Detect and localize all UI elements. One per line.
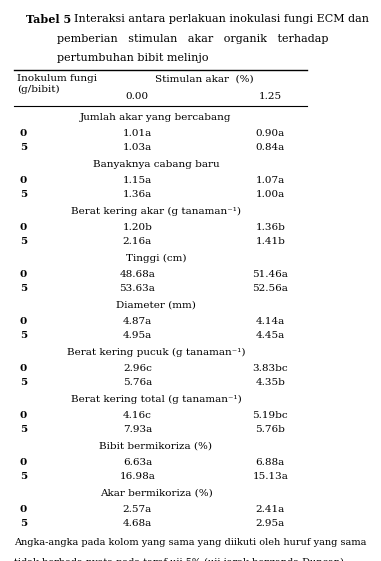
Text: 1.25: 1.25 — [259, 92, 282, 101]
Text: 5.19bc: 5.19bc — [253, 411, 288, 420]
Text: Inokulum fungi
(g/bibit): Inokulum fungi (g/bibit) — [17, 75, 97, 94]
Text: 1.36b: 1.36b — [255, 223, 285, 232]
Text: 1.00a: 1.00a — [256, 190, 285, 199]
Text: 5: 5 — [20, 190, 27, 199]
Text: 1.41b: 1.41b — [255, 237, 285, 246]
Text: pemberian   stimulan   akar   organik   terhadap: pemberian stimulan akar organik terhadap — [57, 34, 328, 44]
Text: 2.16a: 2.16a — [123, 237, 152, 246]
Text: 0: 0 — [20, 269, 27, 278]
Text: 1.07a: 1.07a — [256, 176, 285, 185]
Text: 0: 0 — [20, 316, 27, 325]
Text: 2.41a: 2.41a — [256, 504, 285, 513]
Text: 5.76a: 5.76a — [123, 378, 152, 387]
Text: 16.98a: 16.98a — [120, 472, 155, 481]
Text: Berat kering pucuk (g tanaman⁻¹): Berat kering pucuk (g tanaman⁻¹) — [67, 347, 245, 357]
Text: 0.84a: 0.84a — [256, 142, 285, 152]
Text: 6.88a: 6.88a — [256, 458, 285, 467]
Text: 1.36a: 1.36a — [123, 190, 152, 199]
Text: 5: 5 — [20, 519, 27, 528]
Text: 4.95a: 4.95a — [123, 331, 152, 340]
Text: 0: 0 — [20, 128, 27, 137]
Text: 2.96c: 2.96c — [123, 364, 152, 373]
Text: 0: 0 — [20, 176, 27, 185]
Text: 2.57a: 2.57a — [123, 504, 152, 513]
Text: Tinggi (cm): Tinggi (cm) — [126, 254, 186, 263]
Text: 4.68a: 4.68a — [123, 519, 152, 528]
Text: Bibit bermikoriza (%): Bibit bermikoriza (%) — [99, 442, 213, 450]
Text: 3.83bc: 3.83bc — [253, 364, 288, 373]
Text: 0.00: 0.00 — [126, 92, 149, 101]
Text: 0: 0 — [20, 223, 27, 232]
Text: 6.63a: 6.63a — [123, 458, 152, 467]
Text: 4.35b: 4.35b — [255, 378, 285, 387]
Text: 53.63a: 53.63a — [120, 284, 155, 293]
Text: 5: 5 — [20, 425, 27, 434]
Text: 0: 0 — [20, 504, 27, 513]
Text: Interaksi antara perlakuan inokulasi fungi ECM dan: Interaksi antara perlakuan inokulasi fun… — [74, 14, 369, 24]
Text: 2.95a: 2.95a — [256, 519, 285, 528]
Text: 5.76b: 5.76b — [255, 425, 285, 434]
Text: 1.01a: 1.01a — [123, 128, 152, 137]
Text: 52.56a: 52.56a — [252, 284, 288, 293]
Text: Angka-angka pada kolom yang sama yang diikuti oleh huruf yang sama: Angka-angka pada kolom yang sama yang di… — [14, 538, 366, 547]
Text: Berat kering akar (g tanaman⁻¹): Berat kering akar (g tanaman⁻¹) — [71, 206, 241, 215]
Text: Akar bermikoriza (%): Akar bermikoriza (%) — [99, 489, 212, 498]
Text: tidak berbeda nyata pada taraf uji 5% (uji jarak berganda Duncan).: tidak berbeda nyata pada taraf uji 5% (u… — [14, 558, 347, 561]
Text: 1.15a: 1.15a — [123, 176, 152, 185]
Text: Diameter (mm): Diameter (mm) — [116, 301, 196, 310]
Text: Banyaknya cabang baru: Banyaknya cabang baru — [93, 159, 219, 168]
Text: 4.16c: 4.16c — [123, 411, 152, 420]
Text: 1.20b: 1.20b — [122, 223, 152, 232]
Text: pertumbuhan bibit melinjo: pertumbuhan bibit melinjo — [57, 53, 208, 63]
Text: 0: 0 — [20, 458, 27, 467]
Text: 5: 5 — [20, 284, 27, 293]
Text: 0: 0 — [20, 364, 27, 373]
Text: 4.14a: 4.14a — [256, 316, 285, 325]
Text: 5: 5 — [20, 331, 27, 340]
Text: 4.45a: 4.45a — [256, 331, 285, 340]
Text: Tabel 5: Tabel 5 — [26, 14, 71, 25]
Text: 7.93a: 7.93a — [123, 425, 152, 434]
Text: 5: 5 — [20, 142, 27, 152]
Text: Jumlah akar yang bercabang: Jumlah akar yang bercabang — [80, 113, 232, 122]
Text: Berat kering total (g tanaman⁻¹): Berat kering total (g tanaman⁻¹) — [70, 394, 241, 404]
Text: 48.68a: 48.68a — [120, 269, 155, 278]
Text: 0.90a: 0.90a — [256, 128, 285, 137]
Text: 5: 5 — [20, 472, 27, 481]
Text: 0: 0 — [20, 411, 27, 420]
Text: Stimulan akar  (%): Stimulan akar (%) — [155, 75, 253, 84]
Text: 5: 5 — [20, 378, 27, 387]
Text: 4.87a: 4.87a — [123, 316, 152, 325]
Text: 1.03a: 1.03a — [123, 142, 152, 152]
Text: 5: 5 — [20, 237, 27, 246]
Text: 15.13a: 15.13a — [252, 472, 288, 481]
Text: 51.46a: 51.46a — [252, 269, 288, 278]
